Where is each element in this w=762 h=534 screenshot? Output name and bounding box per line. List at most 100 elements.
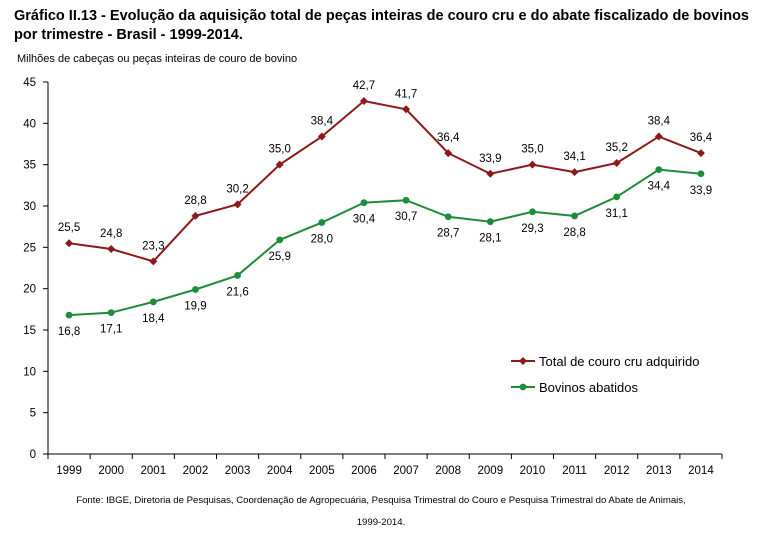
data-point xyxy=(275,160,284,169)
data-label: 38,4 xyxy=(648,116,671,128)
x-tick-label: 2014 xyxy=(688,465,714,477)
source-line-1: Fonte: IBGE, Diretoria de Pesquisas, Coo… xyxy=(76,495,686,506)
data-point xyxy=(359,97,368,106)
x-tick-label: 2009 xyxy=(478,465,504,477)
data-point xyxy=(65,239,74,248)
data-label: 35,0 xyxy=(268,144,290,156)
x-tick-label: 2002 xyxy=(183,465,209,477)
data-point xyxy=(570,168,579,177)
data-point xyxy=(276,236,284,244)
data-point xyxy=(655,166,663,174)
data-label: 28,8 xyxy=(563,227,585,239)
y-tick-label: 15 xyxy=(23,325,36,337)
x-tick-label: 2012 xyxy=(604,465,630,477)
y-tick-label: 10 xyxy=(23,366,36,378)
data-point xyxy=(318,219,326,226)
data-label: 16,8 xyxy=(58,326,80,338)
y-tick-label: 5 xyxy=(30,408,36,420)
data-label: 24,8 xyxy=(100,228,122,240)
data-label: 28,8 xyxy=(184,195,206,207)
data-label: 36,4 xyxy=(690,132,713,144)
y-tick-label: 30 xyxy=(23,201,36,213)
x-tick-label: 2001 xyxy=(141,465,167,477)
data-label: 30,2 xyxy=(226,183,248,195)
y-tick-label: 25 xyxy=(23,242,36,254)
x-tick-label: 1999 xyxy=(56,465,82,477)
data-point xyxy=(233,200,242,209)
data-label: 17,1 xyxy=(100,324,122,336)
data-label: 25,5 xyxy=(58,222,80,234)
x-tick-label: 2013 xyxy=(646,465,672,477)
data-label: 19,9 xyxy=(184,300,206,312)
y-tick-label: 40 xyxy=(23,118,36,130)
data-label: 36,4 xyxy=(437,132,460,144)
data-label: 42,7 xyxy=(353,80,375,92)
data-point xyxy=(529,208,536,216)
x-tick-label: 2000 xyxy=(98,465,124,477)
data-point xyxy=(149,257,158,266)
x-tick-label: 2005 xyxy=(309,465,335,477)
series-line xyxy=(69,168,702,317)
source-line-2: 1999-2014. xyxy=(356,517,406,528)
y-axis-label: Milhões de cabeças ou peças inteiras de … xyxy=(17,53,298,65)
data-point xyxy=(107,244,116,253)
data-label: 33,9 xyxy=(479,153,501,165)
data-point xyxy=(192,286,199,293)
legend-marker xyxy=(519,383,527,391)
data-point xyxy=(613,193,621,201)
legend-label: Bovinos abatidos xyxy=(539,380,639,395)
y-tick-label: 20 xyxy=(23,284,36,296)
data-label: 30,4 xyxy=(353,214,376,226)
chart-source: Fonte: IBGE, Diretoria de Pesquisas, Coo… xyxy=(20,490,742,534)
x-tick-label: 2006 xyxy=(351,465,377,477)
data-label: 28,7 xyxy=(437,228,459,240)
data-point xyxy=(234,272,241,279)
data-point xyxy=(486,218,494,226)
x-tick-label: 2003 xyxy=(225,465,251,477)
x-tick-label: 2010 xyxy=(520,465,546,477)
x-tick-label: 2007 xyxy=(393,465,419,477)
chart-title: Gráfico II.13 - Evolução da aquisição to… xyxy=(14,8,749,43)
x-tick-label: 2008 xyxy=(435,465,461,477)
data-point xyxy=(696,149,705,158)
data-label: 35,2 xyxy=(605,142,627,154)
legend-marker xyxy=(519,357,527,365)
data-point xyxy=(486,169,495,178)
data-point xyxy=(654,132,663,141)
chart-axes: 0 5 10 15 20 25 30 35 40 45 1999 2000 2001 2002 2003 20… xyxy=(23,77,723,477)
data-label: 35,0 xyxy=(521,144,543,156)
data-point xyxy=(360,199,368,207)
data-label: 28,0 xyxy=(311,234,333,246)
data-label: 28,1 xyxy=(479,233,501,245)
data-label: 29,3 xyxy=(521,223,543,235)
data-point xyxy=(697,170,705,178)
data-label: 21,6 xyxy=(226,286,248,298)
x-tick-label: 2011 xyxy=(562,465,587,477)
data-point xyxy=(444,213,452,221)
chart-legend: Total de couro cru adquirido Bovinos abat… xyxy=(511,354,699,395)
data-label: 41,7 xyxy=(395,88,417,100)
legend-label: Total de couro cru adquirido xyxy=(539,354,699,369)
data-label: 38,4 xyxy=(311,116,334,128)
data-label: 30,7 xyxy=(395,211,417,223)
data-label: 31,1 xyxy=(605,208,627,220)
data-point xyxy=(107,309,115,317)
y-tick-label: 0 xyxy=(30,449,36,461)
x-tick-label: 2004 xyxy=(267,465,293,477)
data-label: 18,4 xyxy=(142,313,165,325)
data-point xyxy=(528,160,537,169)
data-point xyxy=(444,149,453,158)
data-label: 25,9 xyxy=(268,251,290,263)
data-label: 33,9 xyxy=(690,185,712,197)
data-point xyxy=(571,212,578,220)
series-line xyxy=(68,99,702,263)
y-tick-label: 45 xyxy=(23,77,36,89)
chart-series: 25,5 24,8 23,3 28,8 30,2 35,0 38,4 42,7 41,7 36,4… xyxy=(58,80,713,338)
data-point xyxy=(402,196,410,204)
data-label: 34,4 xyxy=(648,181,671,193)
data-point xyxy=(191,211,200,220)
data-point xyxy=(612,159,621,168)
data-point xyxy=(65,311,73,319)
data-label: 23,3 xyxy=(142,240,164,252)
